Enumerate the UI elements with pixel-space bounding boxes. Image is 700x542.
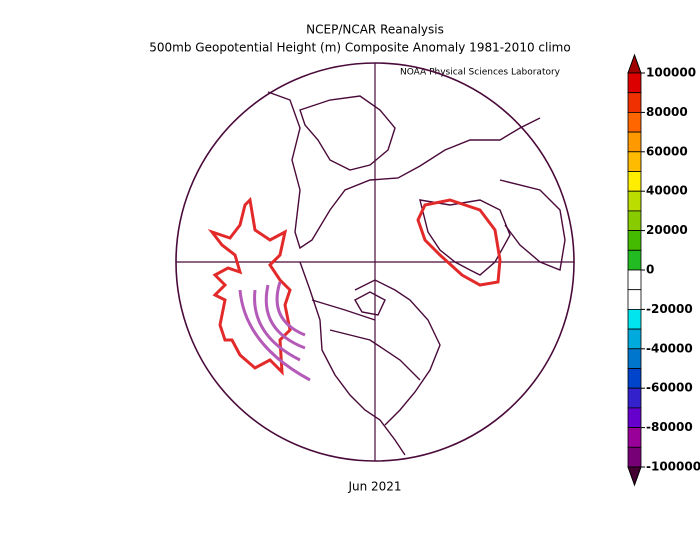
colorbar-arrow [627,53,642,74]
negative-contour [253,289,301,362]
colorbar-tick-label: -80000 [646,420,693,434]
colorbar-tick-label: -40000 [646,341,693,355]
colorbar-tick-label: 0 [646,263,654,277]
colorbar-segment [627,230,642,251]
colorbar-segment [627,92,642,113]
colorbar-segment [627,190,642,212]
subtitle: 500mb Geopotential Height (m) Composite … [149,41,570,55]
positive-contour [207,196,292,376]
colorbar-segment [627,446,642,468]
colorbar-segment [627,269,642,291]
colorbar-tick-label: 20000 [646,223,688,237]
colorbar-segment [627,427,642,448]
coastline [299,261,406,456]
colorbar-segment [627,171,642,192]
colorbar-segment [627,151,642,172]
negative-contour [264,284,306,350]
colorbar-segment [627,210,642,231]
colorbar-tick-label: 100000 [646,66,696,80]
negative-contour [238,289,311,382]
colorbar-tick-label: -100000 [646,460,700,474]
colorbar-segment [627,112,642,133]
colorbar-tick-label: 60000 [646,144,688,158]
colorbar: 100000 80000 60000 40000 20000 0 -20000 -40000 -… [627,53,700,487]
negative-contour [275,281,306,337]
colorbar-tick-label: 80000 [646,105,688,119]
colorbar-segment [627,368,642,389]
colorbar-segment [627,387,642,409]
coastline [354,291,386,316]
credit: NOAA Physical Sciences Laboratory [400,68,561,78]
coastline [299,95,396,171]
colorbar-segment [627,407,642,428]
colorbar-tick-label: -60000 [646,381,693,395]
colorbar-arrow [627,466,642,487]
colorbar-tick-label: 40000 [646,184,688,198]
colorbar-tick-label: -20000 [646,302,693,316]
title: NCEP/NCAR Reanalysis [306,23,444,37]
colorbar-segment [627,72,642,94]
coastline [267,91,541,250]
map [175,62,575,462]
colorbar-segment [627,289,642,310]
colorbar-segment [627,131,642,153]
colorbar-segment [627,328,642,350]
date-label: Jun 2021 [347,480,401,494]
colorbar-segment [627,348,642,369]
coastline [354,279,441,426]
contours [207,196,502,382]
colorbar-segment [627,249,642,271]
colorbar-segment [627,308,642,330]
positive-contour [416,198,502,287]
coastline [499,179,566,271]
coastline [419,199,511,276]
coastline [311,299,421,381]
